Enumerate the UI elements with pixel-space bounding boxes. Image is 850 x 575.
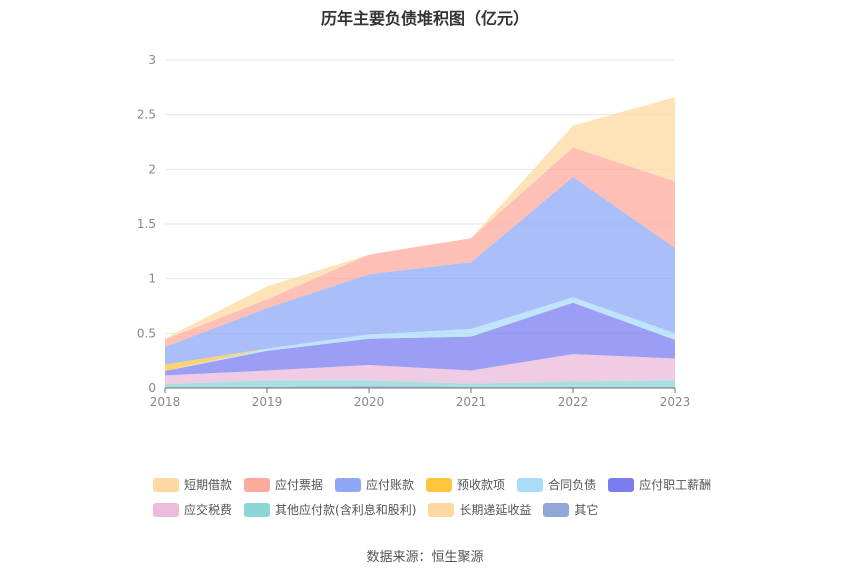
legend-item[interactable]: 应付职工薪酬 — [608, 476, 711, 493]
legend-row: 短期借款 应付票据 应付账款 预收款项 合同负债 应付职工薪酬 — [153, 472, 753, 497]
legend-swatch — [426, 477, 453, 492]
chart-title: 历年主要负债堆积图（亿元） — [320, 9, 529, 28]
area-series-0 — [165, 385, 675, 388]
legend-label: 其它 — [574, 503, 599, 517]
legend-label: 应付票据 — [275, 478, 324, 492]
legend-label: 应交税费 — [184, 503, 233, 517]
legend-item[interactable]: 其它 — [543, 501, 598, 518]
legend-swatch — [608, 477, 635, 492]
legend-swatch — [244, 502, 271, 517]
area-series — [165, 97, 675, 388]
legend-swatch — [153, 477, 179, 492]
legend-swatch — [153, 502, 179, 517]
legend-item[interactable]: 其他应付款(含利息和股利) — [244, 501, 416, 518]
area-series-8 — [165, 147, 675, 347]
legend-row: 应交税费 其他应付款(含利息和股利) 长期递延收益 其它 — [153, 497, 753, 522]
legend-label: 短期借款 — [184, 478, 233, 492]
chart-plot: 0 0.5 1 1.5 2 2.5 3 2018 2019 2020 2021 2022 2023 — [137, 53, 690, 409]
legend-swatch — [428, 502, 455, 517]
legend-label: 长期递延收益 — [459, 503, 532, 517]
x-tick-label: 2018 — [150, 395, 181, 409]
y-tick-label: 2.5 — [137, 108, 156, 122]
legend-label: 预收款项 — [457, 478, 506, 492]
x-tick-label: 2022 — [558, 395, 589, 409]
legend-item[interactable]: 短期借款 — [153, 476, 232, 493]
legend-swatch — [517, 477, 544, 492]
x-tick-label: 2021 — [456, 395, 487, 409]
legend-item[interactable]: 应付票据 — [244, 476, 323, 493]
legend-item[interactable]: 应交税费 — [153, 501, 232, 518]
y-tick-label: 1.5 — [137, 217, 156, 231]
x-tick-label: 2019 — [252, 395, 283, 409]
legend-swatch — [335, 477, 362, 492]
y-tick-label: 0 — [148, 381, 156, 395]
area-series-7 — [165, 176, 675, 365]
legend-label: 应付职工薪酬 — [639, 478, 712, 492]
data-source: 数据来源：恒生聚源 — [366, 550, 484, 565]
y-tick-label: 3 — [148, 53, 156, 67]
area-series-3 — [165, 354, 675, 385]
legend-label: 合同负债 — [548, 478, 597, 492]
legend-item[interactable]: 合同负债 — [517, 476, 596, 493]
legend-label: 应付账款 — [366, 478, 415, 492]
area-series-4 — [165, 302, 675, 376]
legend-item[interactable]: 应付账款 — [335, 476, 414, 493]
area-series-5 — [165, 297, 675, 372]
x-tick-label: 2020 — [354, 395, 385, 409]
legend-swatch — [543, 502, 570, 517]
area-series-9 — [165, 97, 675, 340]
legend-item[interactable]: 长期递延收益 — [428, 501, 531, 518]
legend: 短期借款 应付票据 应付账款 预收款项 合同负债 应付职工薪酬应交税费 其他应付款(含利息和… — [153, 472, 753, 522]
legend-swatch — [244, 477, 271, 492]
y-tick-label: 0.5 — [137, 326, 156, 340]
area-series-2 — [165, 380, 675, 388]
x-tick-label: 2023 — [660, 395, 691, 409]
y-tick-label: 1 — [148, 272, 156, 286]
legend-label: 其他应付款(含利息和股利) — [275, 503, 417, 517]
legend-item[interactable]: 预收款项 — [426, 476, 505, 493]
axes: 0 0.5 1 1.5 2 2.5 3 2018 2019 2020 2021 2022 2023 — [137, 53, 690, 409]
y-tick-label: 2 — [148, 162, 156, 176]
